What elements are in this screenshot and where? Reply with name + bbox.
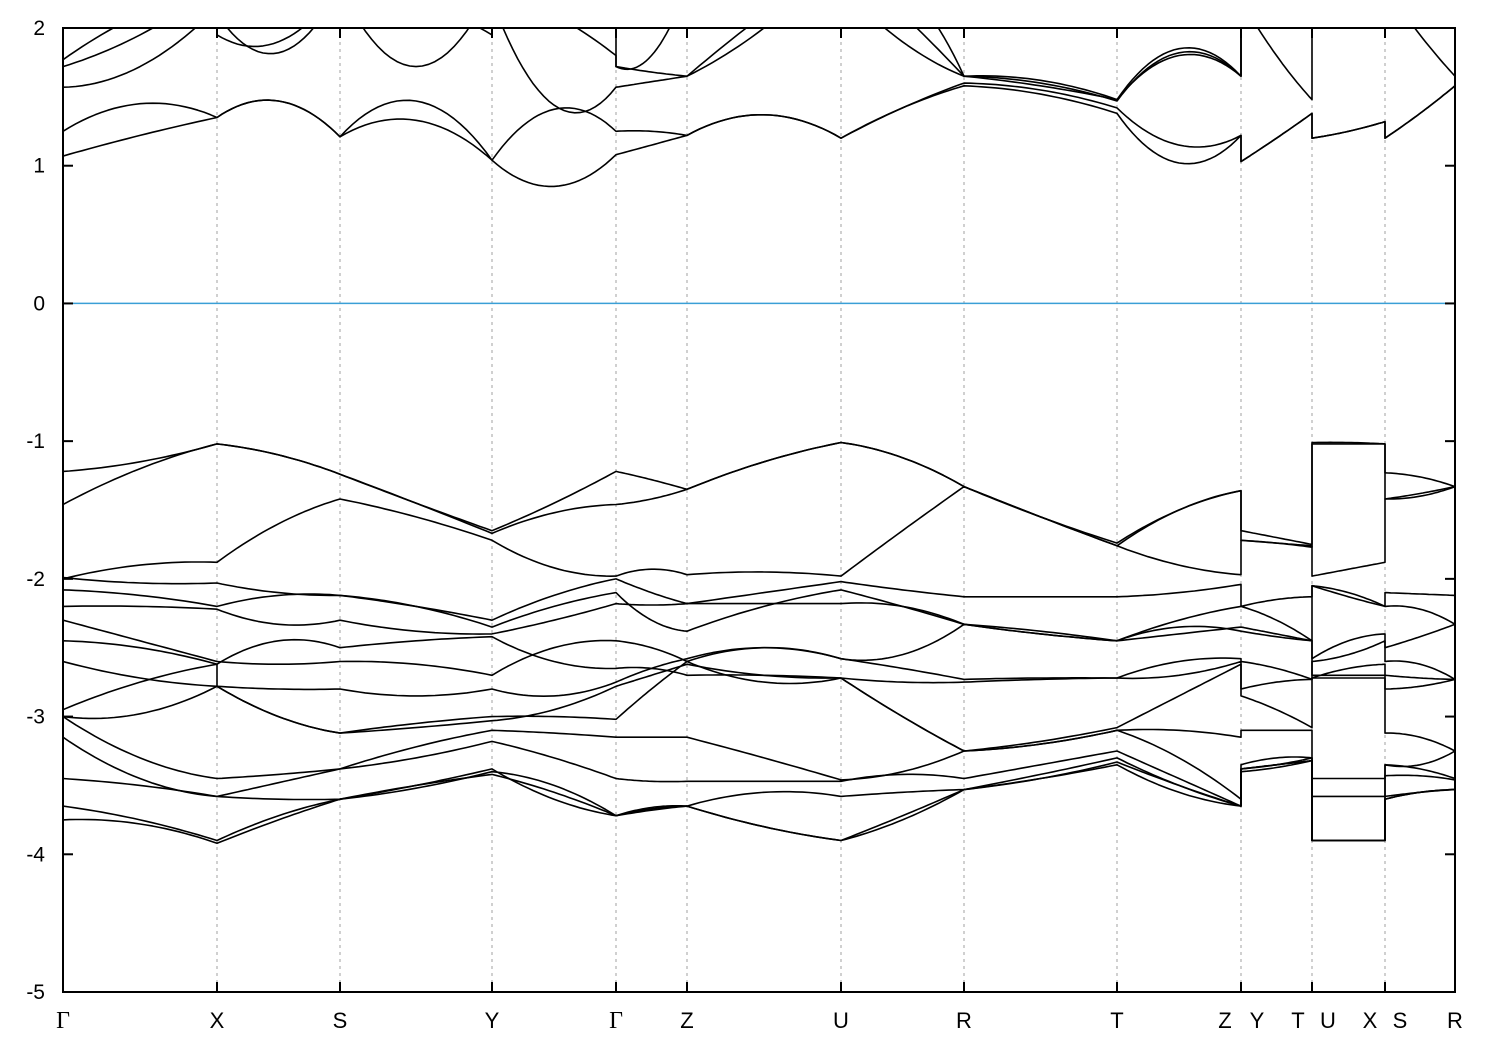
band-line-21 (63, 757, 1455, 845)
y-tick-label: -2 (26, 568, 45, 591)
band-line-6 (63, 441, 1455, 546)
k-point-label: Z (1218, 1008, 1231, 1033)
y-tick-label: -5 (26, 981, 45, 1004)
band-line-9 (63, 576, 1455, 621)
y-tick-label: 2 (33, 17, 45, 40)
k-point-label: Y (1250, 1008, 1265, 1033)
k-point-label: U (1320, 1008, 1336, 1033)
y-tick-label: -4 (26, 843, 45, 866)
band-line-19 (63, 759, 1455, 842)
band-line-17 (63, 715, 1455, 800)
band-line-4 (63, 28, 1242, 101)
k-point-label: R (1447, 1008, 1463, 1033)
band-line-10 (63, 584, 1455, 642)
band-line-12 (63, 619, 1455, 681)
k-point-label: R (956, 1008, 972, 1033)
band-line-8 (63, 485, 1455, 580)
band-line-16 (63, 660, 1455, 780)
k-point-label: Γ (56, 1008, 70, 1034)
y-tick-label: -3 (26, 706, 45, 729)
k-point-label: T (1110, 1008, 1123, 1033)
bands (63, 28, 1455, 845)
y-tick-label: 1 (33, 155, 45, 178)
k-point-label: Z (680, 1008, 693, 1033)
k-point-label: S (1393, 1008, 1408, 1033)
band-line-7 (63, 441, 1455, 548)
y-tick-label: 0 (33, 292, 45, 315)
band-line-2 (63, 82, 1455, 163)
band-line-5 (63, 28, 1242, 101)
k-point-label: Γ (609, 1008, 623, 1034)
k-point-label: S (333, 1008, 348, 1033)
y-axis: 2 1 0 -1 -2 -3 -4 -5 (26, 17, 1455, 1004)
band-line-15 (63, 663, 1455, 752)
band-line-11 (63, 602, 1455, 660)
k-point-label: T (1291, 1008, 1304, 1033)
band-line-14 (63, 623, 1455, 697)
k-point-label: U (833, 1008, 849, 1033)
plot-frame (62, 27, 1456, 993)
k-point-label: X (210, 1008, 225, 1033)
band-line-20 (63, 759, 1455, 842)
band-line-3 (63, 28, 1455, 114)
k-point-label: X (1363, 1008, 1378, 1033)
k-point-label: Y (485, 1008, 500, 1033)
y-tick-label: -1 (26, 430, 45, 453)
